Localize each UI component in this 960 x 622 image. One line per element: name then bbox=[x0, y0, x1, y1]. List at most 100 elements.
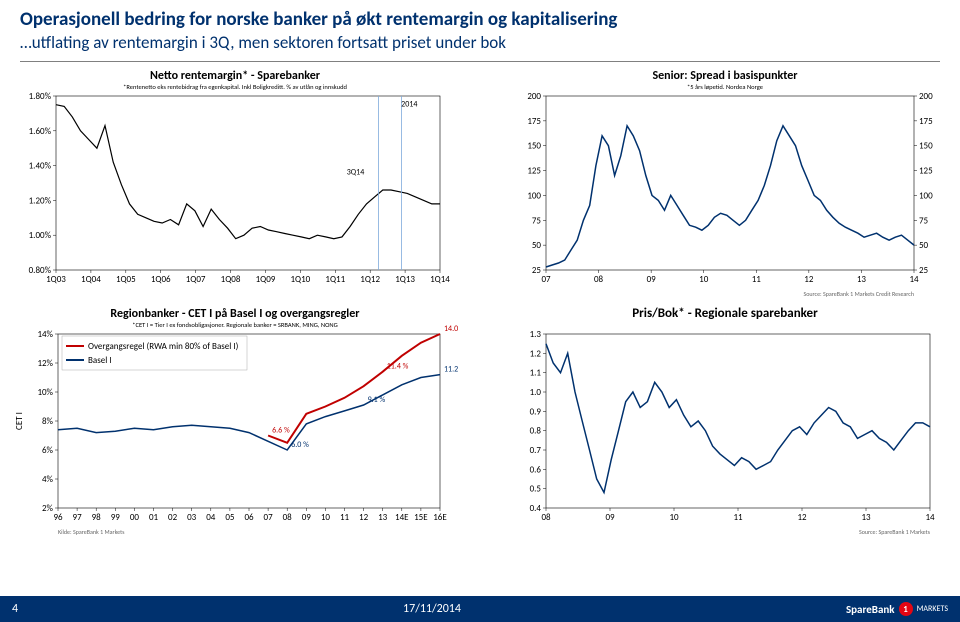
footer-date: 17/11/2014 bbox=[403, 602, 461, 616]
svg-text:100: 100 bbox=[919, 190, 933, 201]
svg-text:150: 150 bbox=[919, 140, 933, 151]
svg-text:13: 13 bbox=[857, 274, 867, 285]
svg-text:12: 12 bbox=[359, 512, 369, 523]
slide-title: Operasjonell bedring for norske banker p… bbox=[0, 0, 960, 32]
svg-text:01: 01 bbox=[149, 512, 159, 523]
svg-text:75: 75 bbox=[532, 215, 542, 226]
svg-text:14.0 %: 14.0 % bbox=[444, 324, 460, 334]
svg-text:14: 14 bbox=[925, 512, 935, 523]
svg-text:1Q09: 1Q09 bbox=[256, 274, 276, 285]
svg-text:75: 75 bbox=[919, 215, 929, 226]
svg-text:1.2: 1.2 bbox=[530, 348, 542, 359]
brand-logo: SpareBank 1 MARKETS bbox=[846, 602, 948, 616]
svg-text:1.60%: 1.60% bbox=[29, 126, 52, 137]
svg-text:0.9: 0.9 bbox=[530, 406, 542, 417]
svg-text:13: 13 bbox=[378, 512, 388, 523]
svg-text:200: 200 bbox=[527, 91, 541, 102]
svg-text:1.00%: 1.00% bbox=[29, 230, 52, 241]
svg-text:05: 05 bbox=[225, 512, 235, 523]
svg-text:12: 12 bbox=[797, 512, 807, 523]
svg-text:8%: 8% bbox=[42, 416, 54, 427]
brand-circle-icon: 1 bbox=[899, 602, 913, 616]
svg-text:04: 04 bbox=[206, 512, 216, 523]
svg-text:Basel I: Basel I bbox=[88, 355, 112, 366]
slide-subtitle: …utflating av rentemargin i 3Q, men sekt… bbox=[0, 32, 960, 57]
svg-text:07: 07 bbox=[264, 512, 274, 523]
svg-text:2%: 2% bbox=[42, 503, 54, 514]
svg-text:0.6: 0.6 bbox=[530, 464, 542, 475]
svg-text:14%: 14% bbox=[37, 329, 53, 340]
footer-bar: 4 17/11/2014 SpareBank 1 MARKETS bbox=[0, 596, 960, 622]
svg-text:1.3: 1.3 bbox=[530, 329, 542, 340]
svg-text:14E: 14E bbox=[395, 512, 409, 523]
svg-text:1.40%: 1.40% bbox=[29, 160, 52, 171]
svg-text:25: 25 bbox=[532, 265, 542, 276]
svg-text:175: 175 bbox=[527, 116, 541, 127]
chart-prisbok: Pris/Bok* - Regionale sparebanker0.40.50… bbox=[500, 306, 950, 536]
svg-text:CET I: CET I bbox=[14, 412, 25, 430]
svg-text:1.1: 1.1 bbox=[530, 367, 542, 378]
svg-text:11: 11 bbox=[340, 512, 350, 523]
svg-text:Kilde: SpareBank 1 Markets: Kilde: SpareBank 1 Markets bbox=[58, 528, 125, 536]
svg-text:03: 03 bbox=[187, 512, 197, 523]
svg-text:Regionbanker - CET I på Basel: Regionbanker - CET I på Basel I og overg… bbox=[110, 307, 360, 321]
svg-text:4%: 4% bbox=[42, 474, 54, 485]
svg-text:175: 175 bbox=[919, 116, 933, 127]
svg-text:25: 25 bbox=[919, 265, 929, 276]
svg-text:02: 02 bbox=[168, 512, 178, 523]
brand-suffix: MARKETS bbox=[917, 604, 948, 614]
svg-text:13: 13 bbox=[861, 512, 871, 523]
svg-text:Netto rentemargin* - Sparebank: Netto rentemargin* - Sparebanker bbox=[150, 69, 321, 83]
svg-text:1Q14: 1Q14 bbox=[430, 274, 450, 285]
svg-text:150: 150 bbox=[527, 140, 541, 151]
svg-text:*5 års løpetid. Nordea Norge: *5 års løpetid. Nordea Norge bbox=[687, 83, 763, 91]
svg-text:15E: 15E bbox=[414, 512, 428, 523]
svg-text:1Q07: 1Q07 bbox=[186, 274, 206, 285]
svg-text:12%: 12% bbox=[37, 358, 53, 369]
svg-text:Source: SpareBank 1 Markets Cr: Source: SpareBank 1 Markets Credit Resea… bbox=[803, 290, 914, 298]
divider bbox=[20, 61, 940, 62]
svg-text:1Q03: 1Q03 bbox=[46, 274, 66, 285]
svg-text:1Q04: 1Q04 bbox=[81, 274, 101, 285]
svg-text:1Q06: 1Q06 bbox=[151, 274, 171, 285]
svg-text:0.8: 0.8 bbox=[530, 425, 542, 436]
svg-text:6%: 6% bbox=[42, 445, 54, 456]
svg-text:08: 08 bbox=[541, 512, 551, 523]
page-number: 4 bbox=[12, 602, 18, 616]
svg-text:11.4 %: 11.4 % bbox=[387, 361, 409, 371]
svg-text:9.1 %: 9.1 % bbox=[368, 395, 386, 405]
svg-text:98: 98 bbox=[92, 512, 102, 523]
svg-text:Pris/Bok* - Regionale spareban: Pris/Bok* - Regionale sparebanker bbox=[632, 306, 818, 321]
svg-text:08: 08 bbox=[594, 274, 604, 285]
svg-text:0.7: 0.7 bbox=[530, 445, 542, 456]
svg-text:10: 10 bbox=[669, 512, 679, 523]
svg-text:50: 50 bbox=[532, 240, 542, 251]
svg-text:12: 12 bbox=[804, 274, 814, 285]
svg-text:125: 125 bbox=[919, 165, 933, 176]
chart-rentemargin: Netto rentemargin* - Sparebanker*Rentene… bbox=[10, 68, 460, 298]
svg-text:2014: 2014 bbox=[401, 99, 417, 109]
svg-text:09: 09 bbox=[605, 512, 615, 523]
svg-text:10: 10 bbox=[699, 274, 709, 285]
svg-text:Senior: Spread i basispunkter: Senior: Spread i basispunkter bbox=[652, 69, 798, 83]
chart-spread: Senior: Spread i basispunkter*5 års løpe… bbox=[500, 68, 950, 298]
svg-text:1.20%: 1.20% bbox=[29, 195, 52, 206]
svg-text:11: 11 bbox=[752, 274, 762, 285]
svg-text:11: 11 bbox=[733, 512, 743, 523]
svg-text:08: 08 bbox=[283, 512, 293, 523]
svg-text:1.0: 1.0 bbox=[530, 387, 542, 398]
svg-text:Source: SpareBank 1 Markets: Source: SpareBank 1 Markets bbox=[859, 528, 931, 536]
svg-text:3Q14: 3Q14 bbox=[347, 167, 365, 177]
svg-text:1Q13: 1Q13 bbox=[395, 274, 415, 285]
svg-text:09: 09 bbox=[647, 274, 657, 285]
svg-text:96: 96 bbox=[53, 512, 63, 523]
svg-text:07: 07 bbox=[541, 274, 551, 285]
svg-text:1Q12: 1Q12 bbox=[360, 274, 380, 285]
svg-text:200: 200 bbox=[919, 91, 933, 102]
svg-text:50: 50 bbox=[919, 240, 929, 251]
svg-text:*Rentenetto eks rentebidrag fr: *Rentenetto eks rentebidrag fra egenkapi… bbox=[123, 83, 347, 91]
svg-text:1Q11: 1Q11 bbox=[325, 274, 345, 285]
svg-text:16E: 16E bbox=[433, 512, 447, 523]
svg-text:06: 06 bbox=[244, 512, 254, 523]
svg-text:1Q10: 1Q10 bbox=[290, 274, 310, 285]
